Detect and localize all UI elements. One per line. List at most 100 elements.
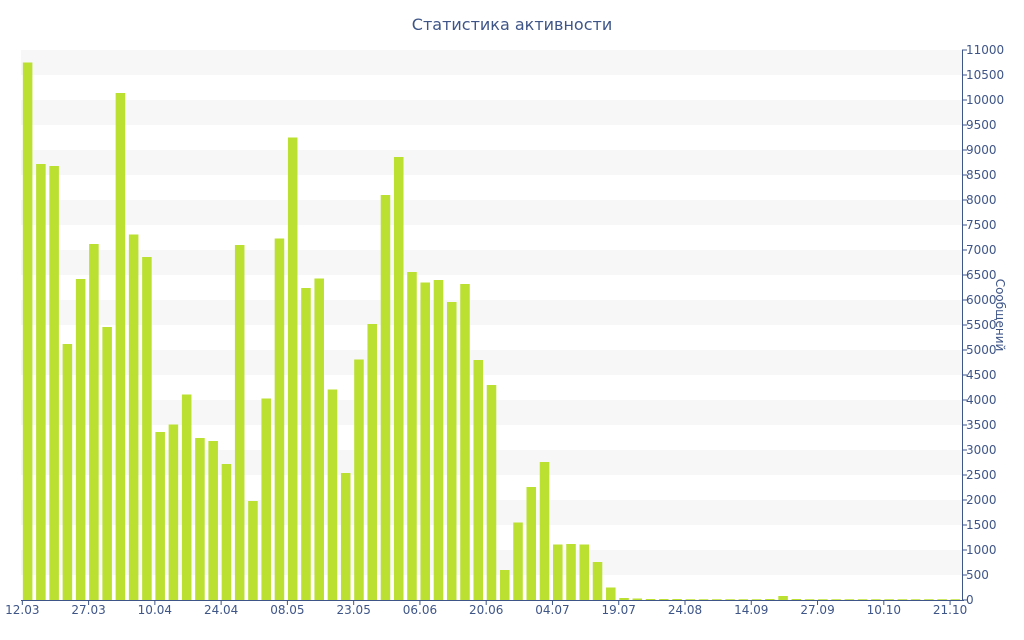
bar <box>499 570 510 600</box>
bar <box>354 359 364 600</box>
bar <box>340 473 351 600</box>
bar <box>327 389 338 600</box>
bar <box>672 599 682 600</box>
bar <box>645 599 656 600</box>
bar <box>526 487 537 600</box>
x-tick-label: 08.05 <box>270 603 304 617</box>
y-tick-label: 500 <box>966 568 989 582</box>
bar <box>552 544 563 600</box>
bar <box>22 62 33 600</box>
bar <box>181 394 192 600</box>
bar <box>751 599 762 600</box>
bar <box>248 501 258 600</box>
bar <box>407 272 417 600</box>
bar <box>102 327 112 600</box>
y-tick-label: 8500 <box>966 168 997 182</box>
bar <box>765 599 775 600</box>
bar <box>473 360 484 600</box>
x-tick-label: 10.10 <box>867 603 901 617</box>
bar <box>128 234 139 600</box>
y-tick-label: 7000 <box>966 243 997 257</box>
bar <box>725 599 735 600</box>
grid-band <box>21 50 962 75</box>
y-tick-label: 5500 <box>966 318 997 332</box>
bar <box>168 424 179 600</box>
bar <box>659 599 669 600</box>
grid-band <box>21 150 962 175</box>
bar <box>539 462 550 600</box>
bar <box>62 344 73 600</box>
bar <box>818 599 828 600</box>
x-tick-label: 10.04 <box>138 603 172 617</box>
bar <box>937 599 947 600</box>
bar <box>884 599 894 600</box>
y-tick-label: 2000 <box>966 493 997 507</box>
bar <box>142 257 152 600</box>
bar <box>950 599 961 600</box>
x-tick-label: 06.06 <box>403 603 437 617</box>
x-tick-label: 24.08 <box>668 603 702 617</box>
bar <box>89 244 99 600</box>
bar <box>155 432 165 600</box>
bar <box>831 599 841 600</box>
bar <box>195 438 205 600</box>
y-tick-label: 4000 <box>966 393 997 407</box>
y-tick-label: 11000 <box>966 43 1004 57</box>
bar <box>738 599 749 600</box>
y-tick-label: 9500 <box>966 118 997 132</box>
bar <box>301 288 311 600</box>
bar <box>579 544 590 600</box>
y-tick-label: 3000 <box>966 443 997 457</box>
x-tick-label: 04.07 <box>535 603 569 617</box>
bar <box>380 195 391 600</box>
bar <box>897 599 908 600</box>
bar <box>910 599 921 600</box>
y-tick-label: 6500 <box>966 268 997 282</box>
bar <box>778 596 788 600</box>
bar <box>314 278 324 600</box>
bar <box>685 599 696 600</box>
y-tick-label: 5000 <box>966 343 997 357</box>
x-tick-label: 27.09 <box>800 603 834 617</box>
bar <box>712 599 722 600</box>
bar <box>446 302 457 600</box>
y-tick-label: 2500 <box>966 468 997 482</box>
bar <box>924 599 934 600</box>
bar <box>49 166 59 600</box>
y-tick-label: 10500 <box>966 68 1004 82</box>
bar <box>592 562 603 600</box>
bar <box>420 282 431 600</box>
y-tick-label: 9000 <box>966 143 997 157</box>
bar <box>606 587 616 600</box>
y-tick-label: 3500 <box>966 418 997 432</box>
bar <box>632 598 643 600</box>
bar <box>261 398 271 600</box>
y-tick-label: 1500 <box>966 518 997 532</box>
y-tick-label: 4500 <box>966 368 997 382</box>
bar <box>274 238 285 600</box>
bar <box>698 599 709 600</box>
x-tick-label: 21.10 <box>933 603 967 617</box>
bar <box>208 441 218 600</box>
bar <box>393 157 404 600</box>
chart-title: Статистика активности <box>411 15 613 34</box>
grid-band <box>21 200 962 225</box>
bar <box>36 164 46 600</box>
bar <box>221 464 232 600</box>
bar <box>287 137 298 600</box>
y-tick-label: 6000 <box>966 293 997 307</box>
bar <box>871 599 881 600</box>
bar <box>857 599 868 600</box>
bar <box>566 544 576 600</box>
bar <box>234 245 245 600</box>
bar <box>115 93 126 600</box>
x-tick-label: 12.03 <box>5 603 39 617</box>
bar <box>433 280 444 600</box>
grid-band <box>21 100 962 125</box>
x-tick-label: 14.09 <box>734 603 768 617</box>
x-tick-label: 20.06 <box>469 603 503 617</box>
x-tick-label: 23.05 <box>336 603 370 617</box>
bar <box>844 599 855 600</box>
